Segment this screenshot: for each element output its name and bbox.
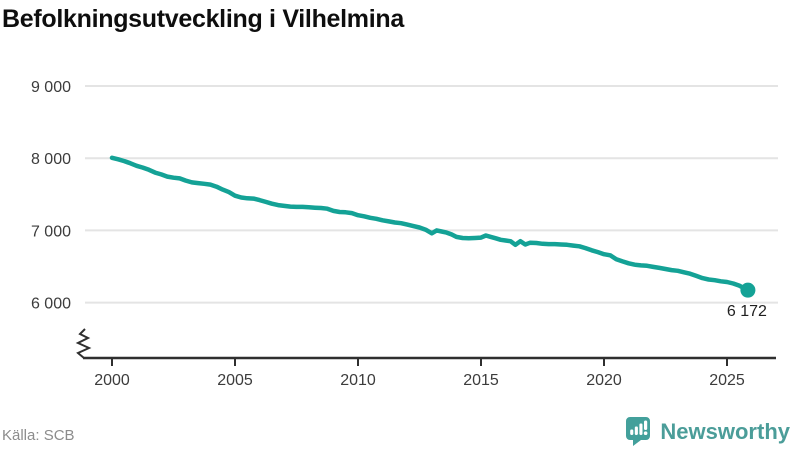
exclamation-stroke bbox=[644, 420, 648, 430]
exclamation-dot bbox=[644, 431, 648, 435]
bar-small bbox=[630, 429, 634, 435]
y-axis-tick-label: 6 000 bbox=[31, 296, 71, 313]
chart-title: Befolkningsutveckling i Vilhelmina bbox=[2, 5, 404, 33]
newsworthy-wordmark: Newsworthy bbox=[660, 418, 790, 444]
y-axis-tick-label: 9 000 bbox=[31, 79, 71, 96]
x-axis-tick-label: 2020 bbox=[586, 372, 622, 389]
series-end-value-label: 6 172 bbox=[727, 303, 767, 320]
x-axis-tick-label: 2025 bbox=[709, 372, 745, 389]
x-axis-tick-label: 2000 bbox=[94, 372, 130, 389]
population-series-line bbox=[109, 155, 751, 293]
bar-medium bbox=[635, 426, 639, 435]
source-label: Källa: SCB bbox=[2, 427, 75, 444]
x-axis-tick-label: 2015 bbox=[463, 372, 499, 389]
newsworthy-icon bbox=[626, 417, 651, 446]
y-axis-tick-label: 7 000 bbox=[31, 223, 71, 240]
bar-tall bbox=[639, 423, 643, 435]
x-axis-tick-label: 2010 bbox=[340, 372, 376, 389]
y-axis-tick-label: 8 000 bbox=[31, 151, 71, 168]
newsworthy-logo[interactable]: Newsworthy bbox=[625, 416, 790, 447]
axis-break-icon bbox=[75, 328, 92, 359]
x-axis-tick-label: 2005 bbox=[217, 372, 253, 389]
series-end-dot bbox=[740, 282, 756, 298]
